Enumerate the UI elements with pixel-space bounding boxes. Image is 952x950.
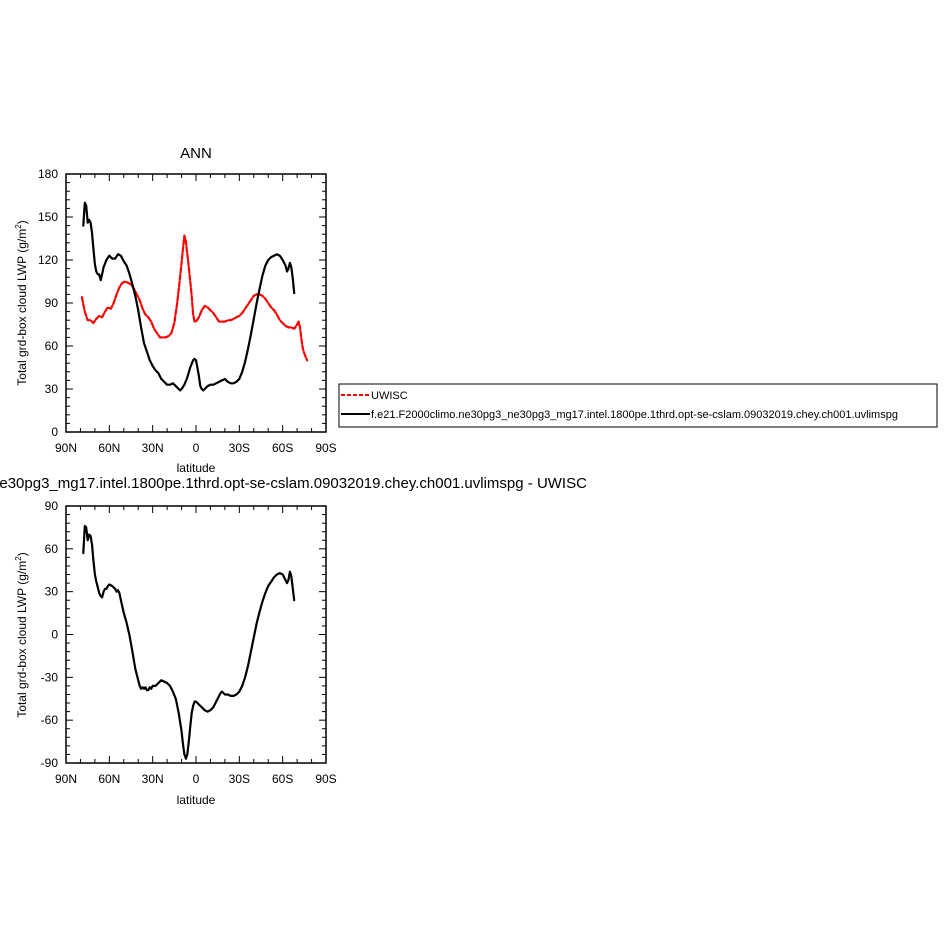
- legend-box: [338, 383, 938, 428]
- top-y-tick-label: 150: [38, 210, 58, 224]
- top-x-tick-label: 90S: [315, 441, 336, 455]
- top-panel-x-axis-label: latitude: [177, 461, 216, 475]
- top-x-tick-label: 0: [193, 441, 200, 455]
- top-y-tick-label: 120: [38, 253, 58, 267]
- bottom-y-tick-label: 0: [51, 628, 58, 642]
- bottom-x-tick-label: 90S: [315, 772, 336, 786]
- top-panel-title: ANN: [180, 145, 212, 162]
- bottom-x-tick-label: 60N: [98, 772, 120, 786]
- top-panel-y-axis-label: Total grd-box cloud LWP (g/m2): [14, 220, 29, 385]
- bottom-x-tick-label: 0: [193, 772, 200, 786]
- top-y-tick-label: 90: [45, 296, 59, 310]
- bottom-series-line-0: [82, 524, 296, 760]
- bottom-y-tick-label: 60: [45, 542, 59, 556]
- top-series-line-1: [82, 201, 296, 392]
- bottom-x-tick-label: 90N: [55, 772, 77, 786]
- top-y-tick-label: 30: [45, 382, 59, 396]
- legend-label-uwisc: UWISC: [371, 390, 408, 402]
- top-x-tick-label: 30N: [142, 441, 164, 455]
- bottom-panel: f.e21.F2000climo.ne30pg3_ne30pg3_mg17.in…: [0, 475, 587, 807]
- top-x-tick-label: 30S: [229, 441, 250, 455]
- top-x-tick-label: 60N: [98, 441, 120, 455]
- top-y-tick-label: 0: [51, 425, 58, 439]
- bottom-panel-y-axis-label: Total grd-box cloud LWP (g/m2): [14, 552, 29, 717]
- top-y-tick-label: 180: [38, 167, 58, 181]
- bottom-y-tick-label: 90: [45, 499, 59, 513]
- bottom-y-tick-label: 30: [45, 585, 59, 599]
- top-x-tick-label: 60S: [272, 441, 293, 455]
- bottom-x-tick-label: 30N: [142, 772, 164, 786]
- bottom-panel-frame: [65, 505, 327, 764]
- bottom-x-tick-label: 60S: [272, 772, 293, 786]
- legend: UWISC f.e21.F2000climo.ne30pg3_ne30pg3_m…: [338, 383, 938, 428]
- bottom-panel-title: f.e21.F2000climo.ne30pg3_ne30pg3_mg17.in…: [0, 475, 587, 492]
- bottom-y-tick-label: -90: [41, 756, 59, 770]
- bottom-panel-x-axis-label: latitude: [177, 793, 216, 807]
- top-panel-frame: [65, 173, 327, 433]
- bottom-y-tick-label: -60: [41, 713, 59, 727]
- bottom-x-tick-label: 30S: [229, 772, 250, 786]
- top-series-line-0: [80, 234, 309, 362]
- bottom-y-tick-label: -30: [41, 670, 59, 684]
- legend-label-model: f.e21.F2000climo.ne30pg3_ne30pg3_mg17.in…: [371, 409, 898, 421]
- top-x-tick-label: 90N: [55, 441, 77, 455]
- top-y-tick-label: 60: [45, 339, 59, 353]
